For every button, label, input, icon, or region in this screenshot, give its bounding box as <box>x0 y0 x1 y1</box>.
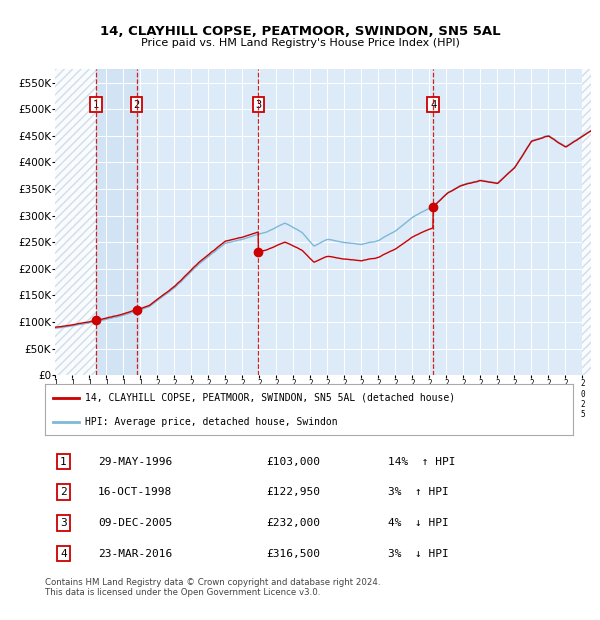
Bar <box>55 69 96 375</box>
Text: 2: 2 <box>60 487 67 497</box>
Text: HPI: Average price, detached house, Swindon: HPI: Average price, detached house, Swin… <box>85 417 337 427</box>
Text: 23-MAR-2016: 23-MAR-2016 <box>98 549 172 559</box>
Text: 2: 2 <box>134 100 140 110</box>
Text: 14, CLAYHILL COPSE, PEATMOOR, SWINDON, SN5 5AL (detached house): 14, CLAYHILL COPSE, PEATMOOR, SWINDON, S… <box>85 392 455 402</box>
Text: 4: 4 <box>430 100 436 110</box>
Text: £103,000: £103,000 <box>267 456 321 466</box>
Text: 3: 3 <box>255 100 262 110</box>
Text: 14%  ↑ HPI: 14% ↑ HPI <box>388 456 456 466</box>
Bar <box>583 69 599 375</box>
Text: Contains HM Land Registry data © Crown copyright and database right 2024.
This d: Contains HM Land Registry data © Crown c… <box>45 578 380 597</box>
Bar <box>96 69 137 375</box>
Text: £122,950: £122,950 <box>267 487 321 497</box>
Text: 29-MAY-1996: 29-MAY-1996 <box>98 456 172 466</box>
Text: £232,000: £232,000 <box>267 518 321 528</box>
Text: 3%  ↓ HPI: 3% ↓ HPI <box>388 549 449 559</box>
Text: 4%  ↓ HPI: 4% ↓ HPI <box>388 518 449 528</box>
Text: 3%  ↑ HPI: 3% ↑ HPI <box>388 487 449 497</box>
Text: £316,500: £316,500 <box>267 549 321 559</box>
Text: Price paid vs. HM Land Registry's House Price Index (HPI): Price paid vs. HM Land Registry's House … <box>140 38 460 48</box>
Text: 3: 3 <box>60 518 67 528</box>
Text: 09-DEC-2005: 09-DEC-2005 <box>98 518 172 528</box>
Text: 1: 1 <box>93 100 100 110</box>
Text: 1: 1 <box>60 456 67 466</box>
Text: 4: 4 <box>60 549 67 559</box>
Text: 16-OCT-1998: 16-OCT-1998 <box>98 487 172 497</box>
Text: 14, CLAYHILL COPSE, PEATMOOR, SWINDON, SN5 5AL: 14, CLAYHILL COPSE, PEATMOOR, SWINDON, S… <box>100 25 500 38</box>
